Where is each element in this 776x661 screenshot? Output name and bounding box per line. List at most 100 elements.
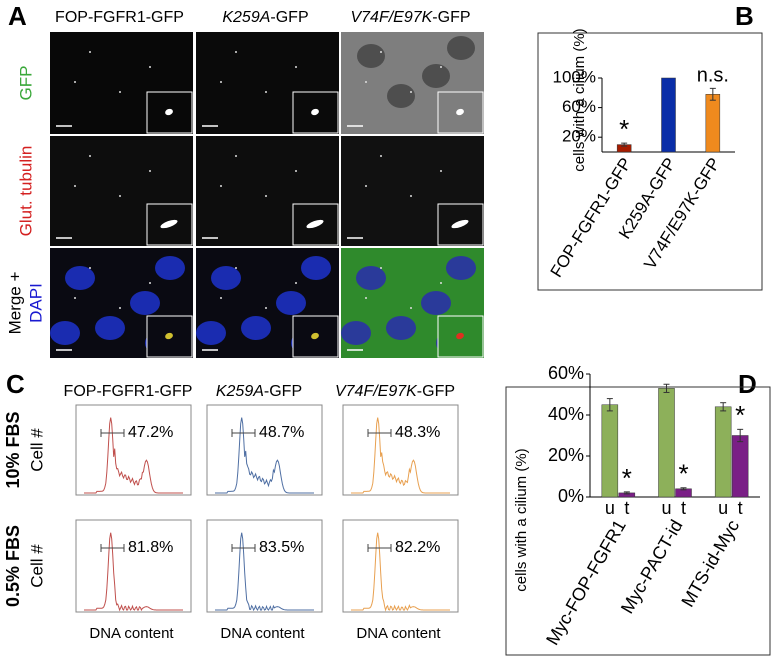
spot — [235, 51, 237, 53]
nucleus — [241, 316, 271, 340]
series-label: t — [738, 498, 743, 518]
bar — [658, 388, 675, 498]
spot — [440, 170, 442, 172]
y-tick-label: 20% — [548, 445, 584, 465]
significance: * — [678, 459, 688, 489]
row-label: GFP — [16, 66, 35, 101]
inset-signal — [456, 108, 464, 116]
column-header: K259A-GFP — [216, 383, 302, 400]
x-axis-label: DNA content — [89, 625, 174, 642]
y-tick-label: 0% — [558, 486, 584, 506]
spot — [365, 81, 367, 83]
spot — [89, 155, 91, 157]
histogram — [84, 532, 183, 612]
histogram-frame — [342, 404, 459, 496]
histogram — [215, 532, 314, 612]
nucleus — [446, 256, 476, 280]
inset-signal — [311, 108, 319, 116]
nucleus — [276, 291, 306, 315]
nucleus — [356, 266, 386, 290]
histogram — [351, 417, 450, 494]
construct: -GFP — [432, 9, 470, 26]
x-axis-label: DNA content — [220, 625, 305, 642]
nucleus — [155, 256, 185, 280]
gate-percent: 81.8% — [128, 539, 173, 556]
series-label: u — [605, 498, 615, 518]
chart: 0%20%40%60%cells with a cilium (%) u*tMyc… — [505, 363, 771, 656]
gate-percent: 47.2% — [128, 424, 173, 441]
spot — [119, 307, 121, 309]
nucleus — [65, 266, 95, 290]
nucleus-shadow — [422, 64, 450, 88]
gate-percent: 48.3% — [395, 424, 440, 441]
mutation: V74F/E97K — [350, 9, 433, 26]
inset-signal — [165, 332, 173, 340]
histogram — [215, 417, 314, 494]
row-label: Merge + — [5, 272, 24, 335]
spot — [265, 195, 267, 197]
chart-frame — [537, 32, 763, 291]
significance: * — [619, 114, 629, 144]
y-tick-label: 60% — [548, 363, 584, 383]
chart-frame — [505, 386, 771, 656]
histogram-frame — [206, 519, 323, 613]
spot — [220, 185, 222, 187]
inset-signal — [306, 219, 324, 229]
panel-label: B — [735, 1, 754, 31]
spot — [74, 185, 76, 187]
construct: -GFP — [417, 383, 455, 400]
column-header: FOP-FGFR1-GFP — [64, 383, 193, 400]
nucleus — [130, 291, 160, 315]
series-label: t — [624, 498, 629, 518]
spot — [74, 81, 76, 83]
panel-label: A — [8, 1, 27, 31]
gate-percent: 82.2% — [395, 539, 440, 556]
spot — [380, 267, 382, 269]
spot — [410, 195, 412, 197]
nucleus-shadow — [357, 44, 385, 68]
series-label: u — [661, 498, 671, 518]
category-label: MTS-id-Myc — [677, 516, 743, 610]
spot — [265, 91, 267, 93]
histogram-frame — [75, 404, 192, 496]
construct: -GFP — [264, 383, 302, 400]
y-axis-label: cells with a cilium (%) — [513, 448, 530, 591]
spot — [74, 297, 76, 299]
spot — [149, 282, 151, 284]
category-label: Myc-FOP-FGFR1 — [542, 516, 630, 648]
spot — [235, 155, 237, 157]
construct: -GFP — [270, 9, 308, 26]
nucleus — [341, 321, 371, 345]
nucleus-shadow — [447, 36, 475, 60]
inset-signal — [311, 332, 319, 340]
histogram-frame — [342, 519, 459, 613]
nucleus — [301, 256, 331, 280]
inset-signal — [451, 219, 469, 229]
column-header: FOP-FGFR1-GFP — [55, 9, 184, 26]
x-axis-label: DNA content — [356, 625, 441, 642]
nucleus — [95, 316, 125, 340]
nucleus — [386, 316, 416, 340]
mutation: K259A — [222, 9, 270, 26]
nucleus — [421, 291, 451, 315]
spot — [365, 297, 367, 299]
spot — [235, 267, 237, 269]
spot — [220, 297, 222, 299]
spot — [295, 66, 297, 68]
spot — [265, 307, 267, 309]
inset-signal — [456, 332, 464, 340]
y-axis-label: Cell # — [27, 544, 46, 588]
nucleus — [196, 321, 226, 345]
spot — [89, 267, 91, 269]
category-label: FOP-FGFR1-GFP — [547, 154, 636, 280]
series-label: u — [718, 498, 728, 518]
inset-signal — [160, 219, 178, 229]
chart: 20% 60% 100%cells with a cilium (%) * FOP-FG… — [537, 28, 763, 291]
panel-label: C — [6, 369, 25, 399]
nucleus — [211, 266, 241, 290]
significance: * — [622, 463, 632, 493]
column-header: V74F/E97K-GFP — [350, 9, 470, 26]
spot — [149, 170, 151, 172]
